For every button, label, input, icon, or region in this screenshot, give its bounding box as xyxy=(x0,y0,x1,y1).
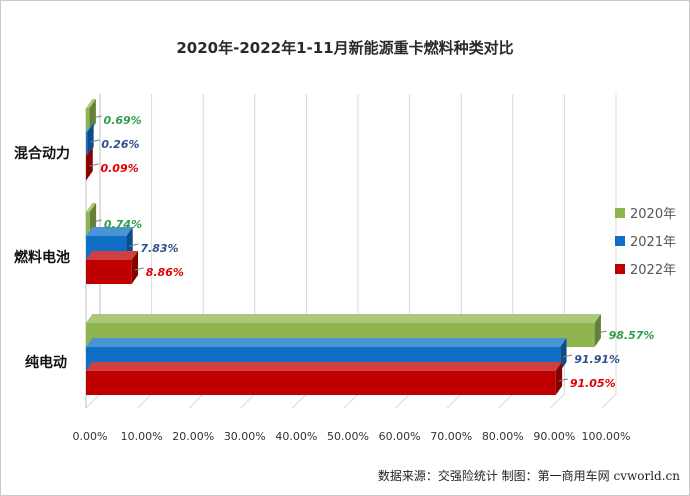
legend-label-2021: 2021年 xyxy=(630,235,676,250)
data-label-fuel-cell-2021: 7.83% xyxy=(140,242,178,255)
gridline-floor xyxy=(446,393,462,409)
data-label-hybrid-2020: 0.69% xyxy=(104,114,142,127)
gridline-floor xyxy=(240,393,256,409)
x-tick-label: 30.00% xyxy=(224,430,266,443)
legend-label-2020: 2020年 xyxy=(630,207,676,222)
x-tick-label: 20.00% xyxy=(172,430,214,443)
gridline-floor xyxy=(550,393,565,409)
category-label-hybrid: 混合动力 xyxy=(14,145,70,162)
x-tick-label: 10.00% xyxy=(121,430,163,443)
bar-hybrid-2022 xyxy=(86,147,93,180)
data-label-leader xyxy=(92,219,102,223)
gridline-floor xyxy=(85,393,101,409)
bar-fuel-cell-2022 xyxy=(86,251,139,284)
legend: 2020年 2021年 2022年 xyxy=(615,207,676,278)
data-label-leader xyxy=(563,354,573,358)
gridline-floor xyxy=(601,393,617,409)
data-label-hybrid-2021: 0.26% xyxy=(101,138,139,151)
x-axis-ticks: 0.00% 10.00% 20.00% 30.00% 40.00% 50.00% 60.00… xyxy=(73,430,631,443)
x-tick-label: 70.00% xyxy=(430,430,472,443)
bar-electric-2022 xyxy=(86,362,563,395)
data-label-leader xyxy=(597,330,607,334)
data-label-leader xyxy=(90,139,100,143)
data-label-electric-2022: 91.05% xyxy=(570,377,616,390)
category-label-electric: 纯电动 xyxy=(25,354,67,371)
legend-swatch-2021 xyxy=(615,236,625,246)
gridline-floor xyxy=(343,393,359,409)
data-label-electric-2021: 91.91% xyxy=(574,353,620,366)
bar-layer xyxy=(86,99,601,395)
data-label-leader xyxy=(134,267,144,271)
data-label-hybrid-2022: 0.09% xyxy=(100,162,138,175)
x-tick-label: 40.00% xyxy=(275,430,317,443)
x-tick-label: 80.00% xyxy=(482,430,524,443)
category-label-fuel-cell: 燃料电池 xyxy=(14,249,70,266)
gridline-floor xyxy=(137,393,152,409)
gridline-floor xyxy=(292,393,307,409)
x-tick-label: 100.00% xyxy=(582,430,631,443)
x-tick-label: 90.00% xyxy=(533,430,575,443)
gridline-floor xyxy=(188,393,204,409)
bar-hybrid-2020 xyxy=(86,99,96,132)
gridline-floor xyxy=(498,393,514,409)
data-label-leader xyxy=(558,378,568,382)
legend-swatch-2020 xyxy=(615,208,625,218)
label-layer: 0.69% 0.26% 0.09% 0.74% 7.83% 8.86% 98.57% 91.9… xyxy=(89,114,654,390)
data-label-fuel-cell-2020: 0.74% xyxy=(104,218,142,231)
legend-label-2022: 2022年 xyxy=(630,263,676,278)
x-tick-label: 0.00% xyxy=(73,430,108,443)
x-tick-label: 60.00% xyxy=(379,430,421,443)
gridline-floor xyxy=(395,393,410,409)
source-note: 数据来源：交强险统计 制图：第一商用车网 cvworld.cn xyxy=(378,468,680,483)
data-label-leader xyxy=(92,115,102,119)
data-label-leader xyxy=(129,243,139,247)
data-label-fuel-cell-2022: 8.86% xyxy=(146,266,184,279)
data-label-electric-2020: 98.57% xyxy=(609,329,655,342)
chart-title: 2020年-2022年1-11月新能源重卡燃料种类对比 xyxy=(176,39,513,57)
x-tick-label: 50.00% xyxy=(327,430,369,443)
legend-swatch-2022 xyxy=(615,264,625,274)
data-label-leader xyxy=(89,163,99,167)
